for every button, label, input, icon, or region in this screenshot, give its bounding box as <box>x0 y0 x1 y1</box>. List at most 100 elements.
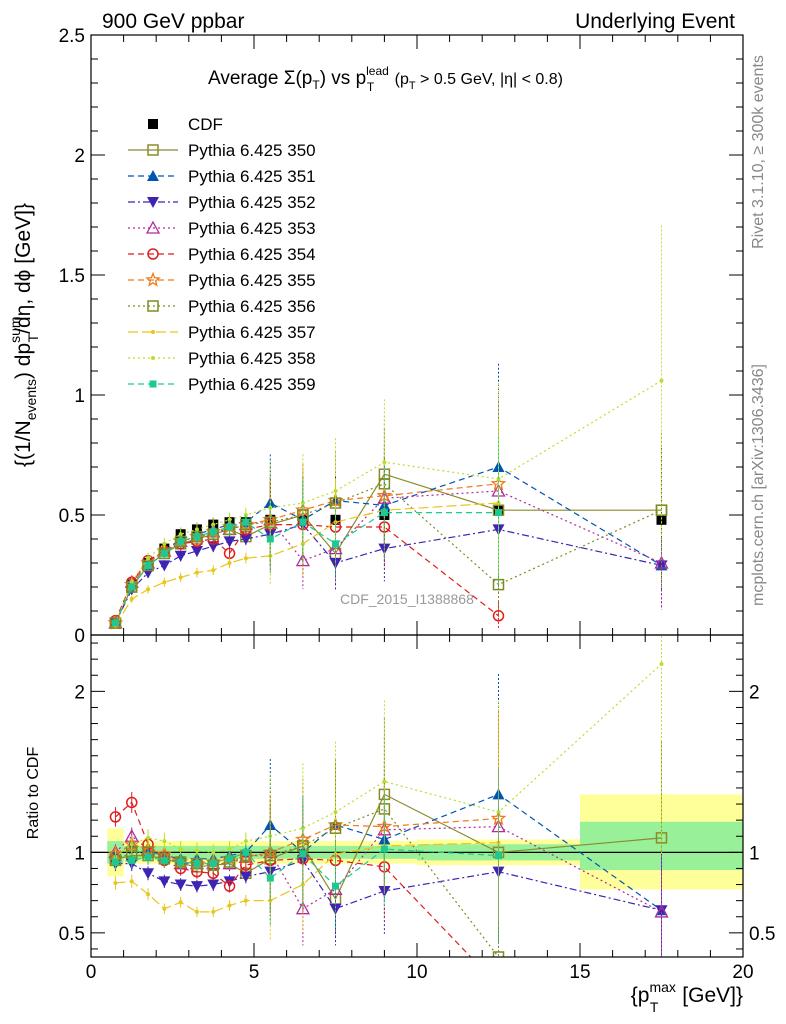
legend-marker <box>147 170 159 181</box>
data-point <box>223 536 236 548</box>
ratio-line <box>115 817 499 865</box>
ratio-point <box>146 892 151 897</box>
ratio-point <box>194 848 199 853</box>
x-axis-label: {pmax T [GeV]} <box>631 979 743 1015</box>
data-point <box>174 550 187 562</box>
ratio-series-10 <box>111 768 502 943</box>
ratio-point <box>211 850 216 855</box>
header-left: 900 GeV ppbar <box>102 10 244 33</box>
x-tick-label: 15 <box>569 962 590 983</box>
data-point <box>190 546 203 557</box>
data-point <box>333 489 338 493</box>
data-point <box>492 578 505 591</box>
data-point <box>656 514 667 525</box>
rivet-label: Rivet 3.1.10, ≥ 300k events <box>750 55 767 249</box>
main-panel: 0 0.5 1 1.5 2 2.5 <box>59 26 744 957</box>
legend-marker <box>147 197 159 208</box>
y-tick-label: 2.5 <box>59 26 85 47</box>
data-point <box>654 555 669 569</box>
data-point <box>492 610 505 622</box>
data-point <box>146 587 151 592</box>
data-point <box>111 619 119 627</box>
legend: CDF Pythia 6.425 350 Pythia 6.425 351 Pythi… <box>128 115 316 394</box>
legend-item: Pythia 6.425 356 <box>128 297 316 316</box>
ratio-point <box>109 811 122 823</box>
data-point <box>162 580 167 585</box>
legend-marker <box>147 248 159 260</box>
ratio-point <box>227 847 232 852</box>
data-point <box>129 597 134 601</box>
ratio-point <box>243 839 248 844</box>
legend-label: Pythia 6.425 350 <box>188 141 316 160</box>
ratio-point <box>243 898 248 903</box>
data-point <box>376 487 393 503</box>
ratio-point <box>177 858 185 866</box>
legend-label: Pythia 6.425 356 <box>188 297 316 316</box>
ratio-point <box>266 874 274 882</box>
ratio-point <box>178 900 183 905</box>
ratio-point <box>655 905 668 917</box>
legend-label: Pythia 6.425 351 <box>188 167 316 186</box>
legend-marker <box>147 144 159 156</box>
ratio-point <box>113 880 118 885</box>
data-point <box>162 541 167 546</box>
ratio-frame <box>90 634 744 958</box>
legend-item: Pythia 6.425 353 <box>128 219 316 238</box>
ratio-point <box>129 842 134 847</box>
ratio-point <box>129 879 134 884</box>
data-point <box>211 568 216 573</box>
ratio-line <box>115 859 662 911</box>
data-point <box>243 556 248 561</box>
ratio-point <box>329 903 342 915</box>
ratio-point <box>126 796 138 809</box>
ratio-point <box>333 810 338 815</box>
data-point <box>207 541 220 553</box>
ratio-point <box>162 906 167 911</box>
ratio-series-6 <box>107 711 507 926</box>
legend-item: Pythia 6.425 355 <box>128 271 316 290</box>
data-point <box>266 535 274 543</box>
data-point <box>211 522 216 527</box>
ratio-point <box>226 855 234 863</box>
x-tick-label: 0 <box>86 962 97 983</box>
ratio-point <box>223 880 236 892</box>
legend-label: Pythia 6.425 352 <box>188 193 316 212</box>
analysis-watermark: CDF_2015_I1388868 <box>340 591 474 607</box>
ratio-point <box>300 826 305 831</box>
legend-item: CDF <box>148 115 223 134</box>
legend-label: Pythia 6.425 355 <box>188 271 316 290</box>
data-point <box>227 517 232 522</box>
ratio-point <box>659 661 664 666</box>
legend-label: CDF <box>188 115 223 134</box>
legend-label: Pythia 6.425 358 <box>188 349 316 368</box>
y-tick-label: 1 <box>74 386 85 407</box>
chart-title: Average Σ(pT) vs plead T (pT > 0.5 GeV, |… <box>208 64 563 94</box>
y-tick-label: 0.5 <box>59 506 85 527</box>
legend-item: Pythia 6.425 350 <box>128 141 316 160</box>
data-point <box>158 560 171 572</box>
ratio-y-tick-label: 1 <box>74 843 85 864</box>
y-tick-label: 1.5 <box>59 266 85 287</box>
series-line <box>114 512 499 624</box>
legend-marker <box>149 380 157 388</box>
ratio-point <box>144 853 152 861</box>
ratio-point <box>295 901 310 915</box>
legend-marker <box>147 300 159 312</box>
data-point <box>193 533 201 541</box>
legend-marker <box>151 356 155 360</box>
ratio-y-tick-label: 2 <box>74 682 85 703</box>
ratio-series-5 <box>109 791 472 957</box>
ratio-point <box>193 860 201 868</box>
legend-marker <box>151 330 155 334</box>
legend-item: Pythia 6.425 359 <box>128 375 316 394</box>
data-point <box>177 537 185 545</box>
x-tick-label: 5 <box>249 962 260 983</box>
legend-item: Pythia 6.425 351 <box>128 167 316 186</box>
ratio-point <box>654 904 669 918</box>
series-line <box>114 502 499 626</box>
ratio-point <box>332 882 339 890</box>
ratio-point <box>380 845 388 853</box>
data-point <box>178 575 183 580</box>
mcplots-label: mcplots.cern.ch [arXiv:1306.3436] <box>750 364 767 606</box>
